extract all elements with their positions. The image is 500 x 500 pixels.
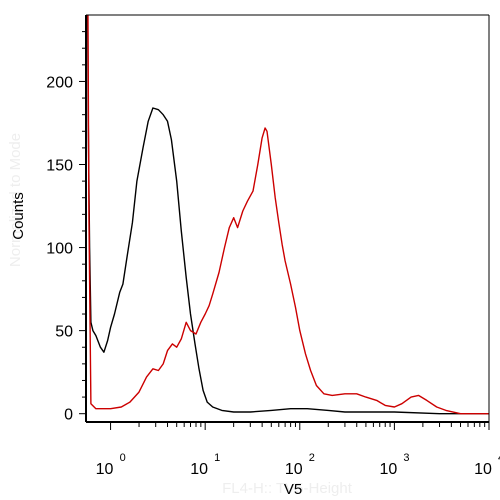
plot-area: [87, 15, 489, 415]
y-tick-label: 150: [46, 158, 73, 175]
y-tick-label: 0: [64, 407, 73, 424]
x-tick-exponent: 4: [498, 452, 500, 464]
axes: 050100150200100101102103104: [46, 14, 500, 478]
y-tick-label: 200: [46, 74, 73, 91]
x-tick-label: 10: [190, 461, 208, 478]
y-tick-label: 100: [46, 241, 73, 258]
y-axis-title-ghost: Normalized to Mode: [7, 133, 24, 267]
y-tick-label: 50: [55, 324, 73, 341]
x-tick-label: 10: [96, 461, 114, 478]
x-tick-exponent: 0: [120, 452, 126, 464]
x-tick-label: 10: [379, 461, 397, 478]
x-tick-label: 10: [285, 461, 303, 478]
y-axis-title: Counts: [10, 192, 27, 240]
x-tick-exponent: 1: [214, 452, 220, 464]
series-line-1: [87, 15, 489, 415]
x-tick-exponent: 2: [309, 452, 315, 464]
series-line-2: [87, 15, 489, 415]
x-tick-label: 10: [474, 461, 492, 478]
x-tick-exponent: 3: [403, 452, 409, 464]
x-axis-title-ghost: FL4-H:: TV5-Height: [222, 480, 353, 497]
x-axis-title: V5: [284, 481, 302, 498]
